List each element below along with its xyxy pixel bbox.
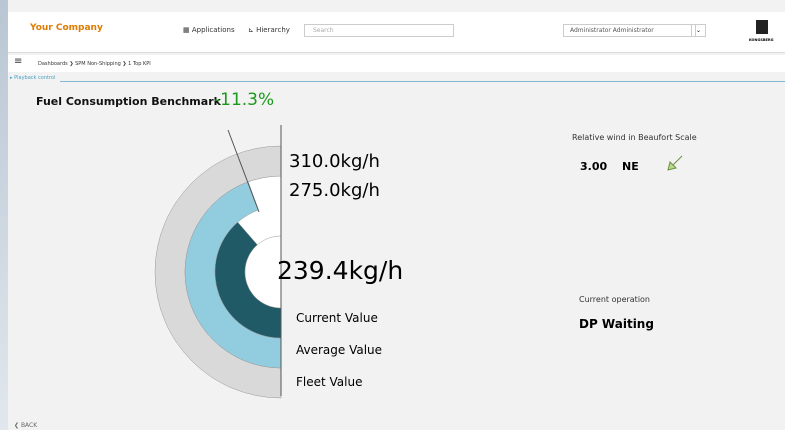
wind-arrow [666,154,686,172]
current-value: 239.4kg/h [277,256,403,285]
wind-direction: NE [622,160,639,173]
wind-title: Relative wind in Beaufort Scale [572,133,697,142]
legend-label: Average Value [296,343,382,357]
gauge [0,0,785,430]
screen: Your Company ▦ Applications ⊾ Hierarchy … [0,0,785,430]
legend-label: Current Value [296,311,378,325]
operation-title: Current operation [579,295,650,304]
average-value: 275.0kg/h [289,180,380,201]
legend-label: Fleet Value [296,375,362,389]
wind-value: 3.00 [580,160,607,173]
operation-value: DP Waiting [579,317,654,331]
fleet-value: 310.0kg/h [289,151,380,172]
back-label: BACK [21,422,37,429]
back-button[interactable]: ❮ BACK [14,422,37,429]
